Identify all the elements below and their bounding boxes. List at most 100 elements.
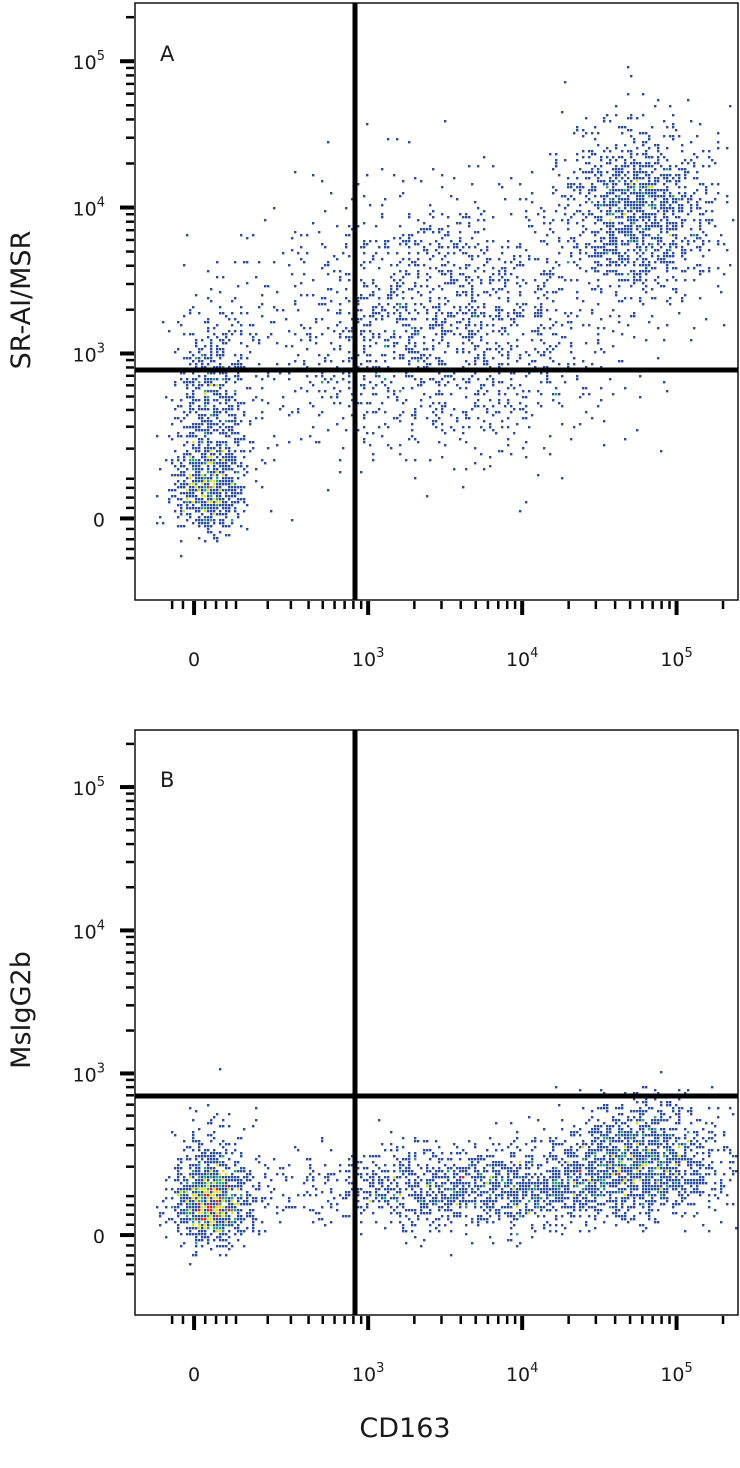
event-dot-a bbox=[384, 309, 387, 312]
event-dot-b bbox=[165, 1206, 168, 1209]
event-dot-b bbox=[273, 1188, 276, 1191]
event-dot-b bbox=[465, 1203, 468, 1206]
event-dot-a bbox=[426, 249, 429, 252]
event-dot-a bbox=[663, 198, 666, 201]
event-dot-a bbox=[339, 471, 342, 474]
event-dot-a bbox=[432, 402, 435, 405]
event-dot-b bbox=[570, 1176, 573, 1179]
event-dot-a bbox=[684, 174, 687, 177]
event-dot-b bbox=[240, 1152, 243, 1155]
event-dot-a bbox=[507, 246, 510, 249]
event-dot-a bbox=[444, 273, 447, 276]
event-dot-a bbox=[471, 300, 474, 303]
event-dot-a bbox=[621, 177, 624, 180]
event-dot-b bbox=[534, 1173, 537, 1176]
event-dot-a bbox=[351, 330, 354, 333]
event-dot-b bbox=[423, 1212, 426, 1215]
event-dot-b bbox=[192, 1224, 195, 1227]
event-dot-a bbox=[588, 162, 591, 165]
event-dot-a bbox=[201, 498, 204, 501]
event-dot-a bbox=[237, 513, 240, 516]
event-dot-a bbox=[207, 426, 210, 429]
event-dot-a bbox=[189, 405, 192, 408]
event-dot-a bbox=[237, 465, 240, 468]
event-dot-a bbox=[399, 285, 402, 288]
event-dot-a bbox=[639, 216, 642, 219]
event-dot-a bbox=[228, 486, 231, 489]
event-dot-b bbox=[189, 1200, 192, 1203]
event-dot-a bbox=[351, 393, 354, 396]
event-dot-a bbox=[216, 345, 219, 348]
event-dot-a bbox=[198, 444, 201, 447]
event-dot-b bbox=[591, 1131, 594, 1134]
event-dot-a bbox=[414, 438, 417, 441]
event-dot-b bbox=[276, 1212, 279, 1215]
event-dot-b bbox=[525, 1212, 528, 1215]
event-dot-b bbox=[186, 1146, 189, 1149]
event-dot-a bbox=[570, 183, 573, 186]
event-dot-a bbox=[438, 231, 441, 234]
event-dot-a bbox=[231, 324, 234, 327]
event-dot-a bbox=[549, 228, 552, 231]
event-dot-b bbox=[399, 1164, 402, 1167]
event-dot-a bbox=[213, 480, 216, 483]
event-dot-a bbox=[216, 348, 219, 351]
event-dot-a bbox=[465, 381, 468, 384]
event-dot-b bbox=[621, 1215, 624, 1218]
event-dot-a bbox=[198, 471, 201, 474]
event-dot-b bbox=[585, 1188, 588, 1191]
event-dot-a bbox=[195, 465, 198, 468]
event-dot-b bbox=[207, 1221, 210, 1224]
event-dot-a bbox=[429, 258, 432, 261]
event-dot-a bbox=[615, 189, 618, 192]
event-dot-a bbox=[642, 210, 645, 213]
event-dot-a bbox=[654, 216, 657, 219]
event-dot-b bbox=[222, 1218, 225, 1221]
event-dot-a bbox=[477, 405, 480, 408]
event-dot-b bbox=[249, 1212, 252, 1215]
event-dot-a bbox=[633, 201, 636, 204]
event-dot-b bbox=[555, 1194, 558, 1197]
event-dot-b bbox=[555, 1200, 558, 1203]
event-dot-b bbox=[228, 1197, 231, 1200]
event-dot-a bbox=[657, 276, 660, 279]
event-dot-a bbox=[216, 501, 219, 504]
event-dot-b bbox=[318, 1173, 321, 1176]
event-dot-a bbox=[399, 225, 402, 228]
event-dot-a bbox=[231, 477, 234, 480]
event-dot-b bbox=[576, 1143, 579, 1146]
event-dot-a bbox=[642, 237, 645, 240]
event-dot-a bbox=[219, 411, 222, 414]
event-dot-b bbox=[207, 1164, 210, 1167]
event-dot-a bbox=[207, 456, 210, 459]
event-dot-b bbox=[348, 1215, 351, 1218]
event-dot-a bbox=[465, 294, 468, 297]
event-dot-a bbox=[579, 168, 582, 171]
event-dot-a bbox=[195, 429, 198, 432]
event-dot-a bbox=[192, 306, 195, 309]
event-dot-a bbox=[627, 210, 630, 213]
event-dot-a bbox=[231, 432, 234, 435]
event-dot-b bbox=[177, 1164, 180, 1167]
event-dot-a bbox=[228, 459, 231, 462]
event-dot-a bbox=[186, 453, 189, 456]
event-dot-b bbox=[366, 1173, 369, 1176]
event-dot-a bbox=[462, 411, 465, 414]
event-dot-a bbox=[231, 333, 234, 336]
event-dot-a bbox=[183, 525, 186, 528]
event-dot-a bbox=[576, 177, 579, 180]
event-dot-b bbox=[210, 1188, 213, 1191]
event-dot-a bbox=[507, 354, 510, 357]
event-dot-b bbox=[507, 1182, 510, 1185]
event-dot-a bbox=[186, 441, 189, 444]
event-dot-b bbox=[525, 1176, 528, 1179]
event-dot-b bbox=[381, 1194, 384, 1197]
event-dot-a bbox=[639, 231, 642, 234]
event-dot-b bbox=[663, 1155, 666, 1158]
event-dot-a bbox=[582, 387, 585, 390]
event-dot-b bbox=[666, 1188, 669, 1191]
event-dot-b bbox=[243, 1200, 246, 1203]
event-dot-b bbox=[465, 1191, 468, 1194]
event-dot-a bbox=[390, 297, 393, 300]
event-dot-a bbox=[621, 192, 624, 195]
